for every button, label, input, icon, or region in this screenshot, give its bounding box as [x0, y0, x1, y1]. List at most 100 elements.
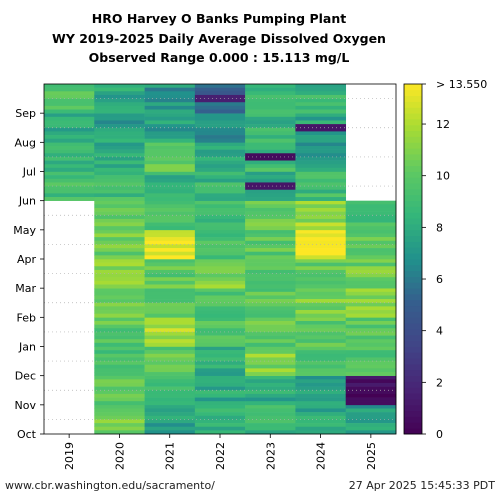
colorbar-segment [404, 416, 422, 423]
heatmap-cell [144, 167, 196, 172]
heatmap-cell [194, 361, 246, 366]
heatmap-cell [144, 149, 196, 154]
y-tick-label: Feb [17, 311, 36, 324]
heatmap-cell [245, 113, 296, 118]
heatmap-cell [194, 124, 246, 129]
colorbar-segment [404, 428, 422, 435]
heatmap-cell [94, 124, 145, 129]
colorbar-segment [404, 346, 422, 353]
heatmap-cell [194, 94, 246, 99]
source-url[interactable]: www.cbr.washington.edu/sacramento/ [5, 479, 215, 492]
heatmap-cell [144, 105, 196, 110]
heatmap-cell [44, 189, 95, 194]
heatmap-cell [295, 331, 347, 336]
heatmap-cell [144, 306, 196, 311]
heatmap-cell [295, 127, 347, 132]
heatmap-cell [194, 171, 246, 176]
heatmap-cell [345, 361, 397, 366]
heatmap-cell [295, 105, 347, 110]
heatmap-cell [245, 175, 296, 180]
heatmap-cell [345, 280, 397, 285]
heatmap-cell [94, 251, 145, 256]
heatmap-cell [144, 186, 196, 191]
y-tick-label: May [13, 224, 36, 237]
heatmap-cell [144, 266, 196, 271]
heatmap-cell [194, 288, 246, 293]
heatmap-cell [94, 109, 145, 114]
heatmap-cell [144, 288, 196, 293]
colorbar-segment [404, 340, 422, 347]
heatmap-cell [245, 328, 296, 333]
heatmap-cell [144, 255, 196, 260]
colorbar-segment [404, 165, 422, 172]
heatmap-cell [245, 244, 296, 249]
heatmap-cell [94, 291, 145, 296]
heatmap-cell [295, 156, 347, 161]
heatmap-cell [144, 138, 196, 143]
heatmap-cell [94, 423, 145, 428]
heatmap-cell [245, 269, 296, 274]
heatmap-cell [295, 248, 347, 253]
heatmap-cell [94, 426, 145, 431]
heatmap-cell [194, 266, 246, 271]
heatmap-cell [295, 350, 347, 355]
colorbar-segment [404, 393, 422, 400]
heatmap-cell [245, 372, 296, 376]
heatmap-cell [144, 419, 196, 424]
heatmap-cell [295, 145, 347, 150]
heatmap-cell [194, 98, 246, 103]
heatmap-cell [194, 153, 246, 158]
heatmap-cell [245, 339, 296, 344]
heatmap-cell [94, 127, 145, 132]
heatmap-cell [144, 131, 196, 136]
heatmap-cell [194, 390, 246, 395]
heatmap-cell [245, 189, 296, 194]
heatmap-cell [144, 171, 196, 176]
heatmap-cell [144, 120, 196, 125]
heatmap-cell [144, 248, 196, 253]
heatmap-cell [295, 364, 347, 369]
heatmap-cell [144, 412, 196, 417]
heatmap-cell [345, 397, 397, 402]
heatmap-cell [345, 284, 397, 289]
heatmap-cell [295, 313, 347, 318]
heatmap-cell [44, 145, 95, 150]
heatmap-cell [44, 131, 95, 136]
heatmap-cell [245, 124, 296, 129]
heatmap-cell [194, 222, 246, 227]
colorbar-tick-label: 8 [436, 221, 443, 234]
heatmap-cell [345, 331, 397, 336]
heatmap-cell [295, 280, 347, 285]
colorbar-segment [404, 334, 422, 342]
heatmap-cell [295, 339, 347, 344]
heatmap-cell [144, 390, 196, 395]
heatmap-cell [194, 200, 246, 205]
heatmap-cell [194, 255, 246, 260]
heatmap-cell [295, 259, 347, 263]
heatmap-cell [94, 375, 145, 380]
heatmap-cell [144, 386, 196, 391]
heatmap-cell [245, 98, 296, 103]
heatmap-cell [245, 211, 296, 216]
heatmap-cell [295, 120, 347, 125]
colorbar-segment [404, 159, 422, 167]
heatmap-cell [94, 335, 145, 340]
heatmap-cell [94, 364, 145, 369]
heatmap-cell [295, 284, 347, 289]
heatmap-cell [345, 408, 397, 413]
heatmap-cell [245, 116, 296, 121]
colorbar-segment [404, 364, 422, 371]
heatmap-cell [345, 222, 397, 227]
heatmap-cell [295, 419, 347, 424]
heatmap-cell [144, 430, 196, 435]
heatmap-cell [295, 262, 347, 267]
heatmap-cell [44, 120, 95, 125]
heatmap-cell [295, 255, 347, 260]
heatmap-cell [295, 102, 347, 107]
heatmap-cell [295, 113, 347, 118]
heatmap-cell [245, 350, 296, 355]
colorbar-segment [404, 253, 422, 260]
heatmap-cell [245, 397, 296, 402]
heatmap-cell [144, 259, 196, 263]
heatmap-cell [94, 342, 145, 347]
